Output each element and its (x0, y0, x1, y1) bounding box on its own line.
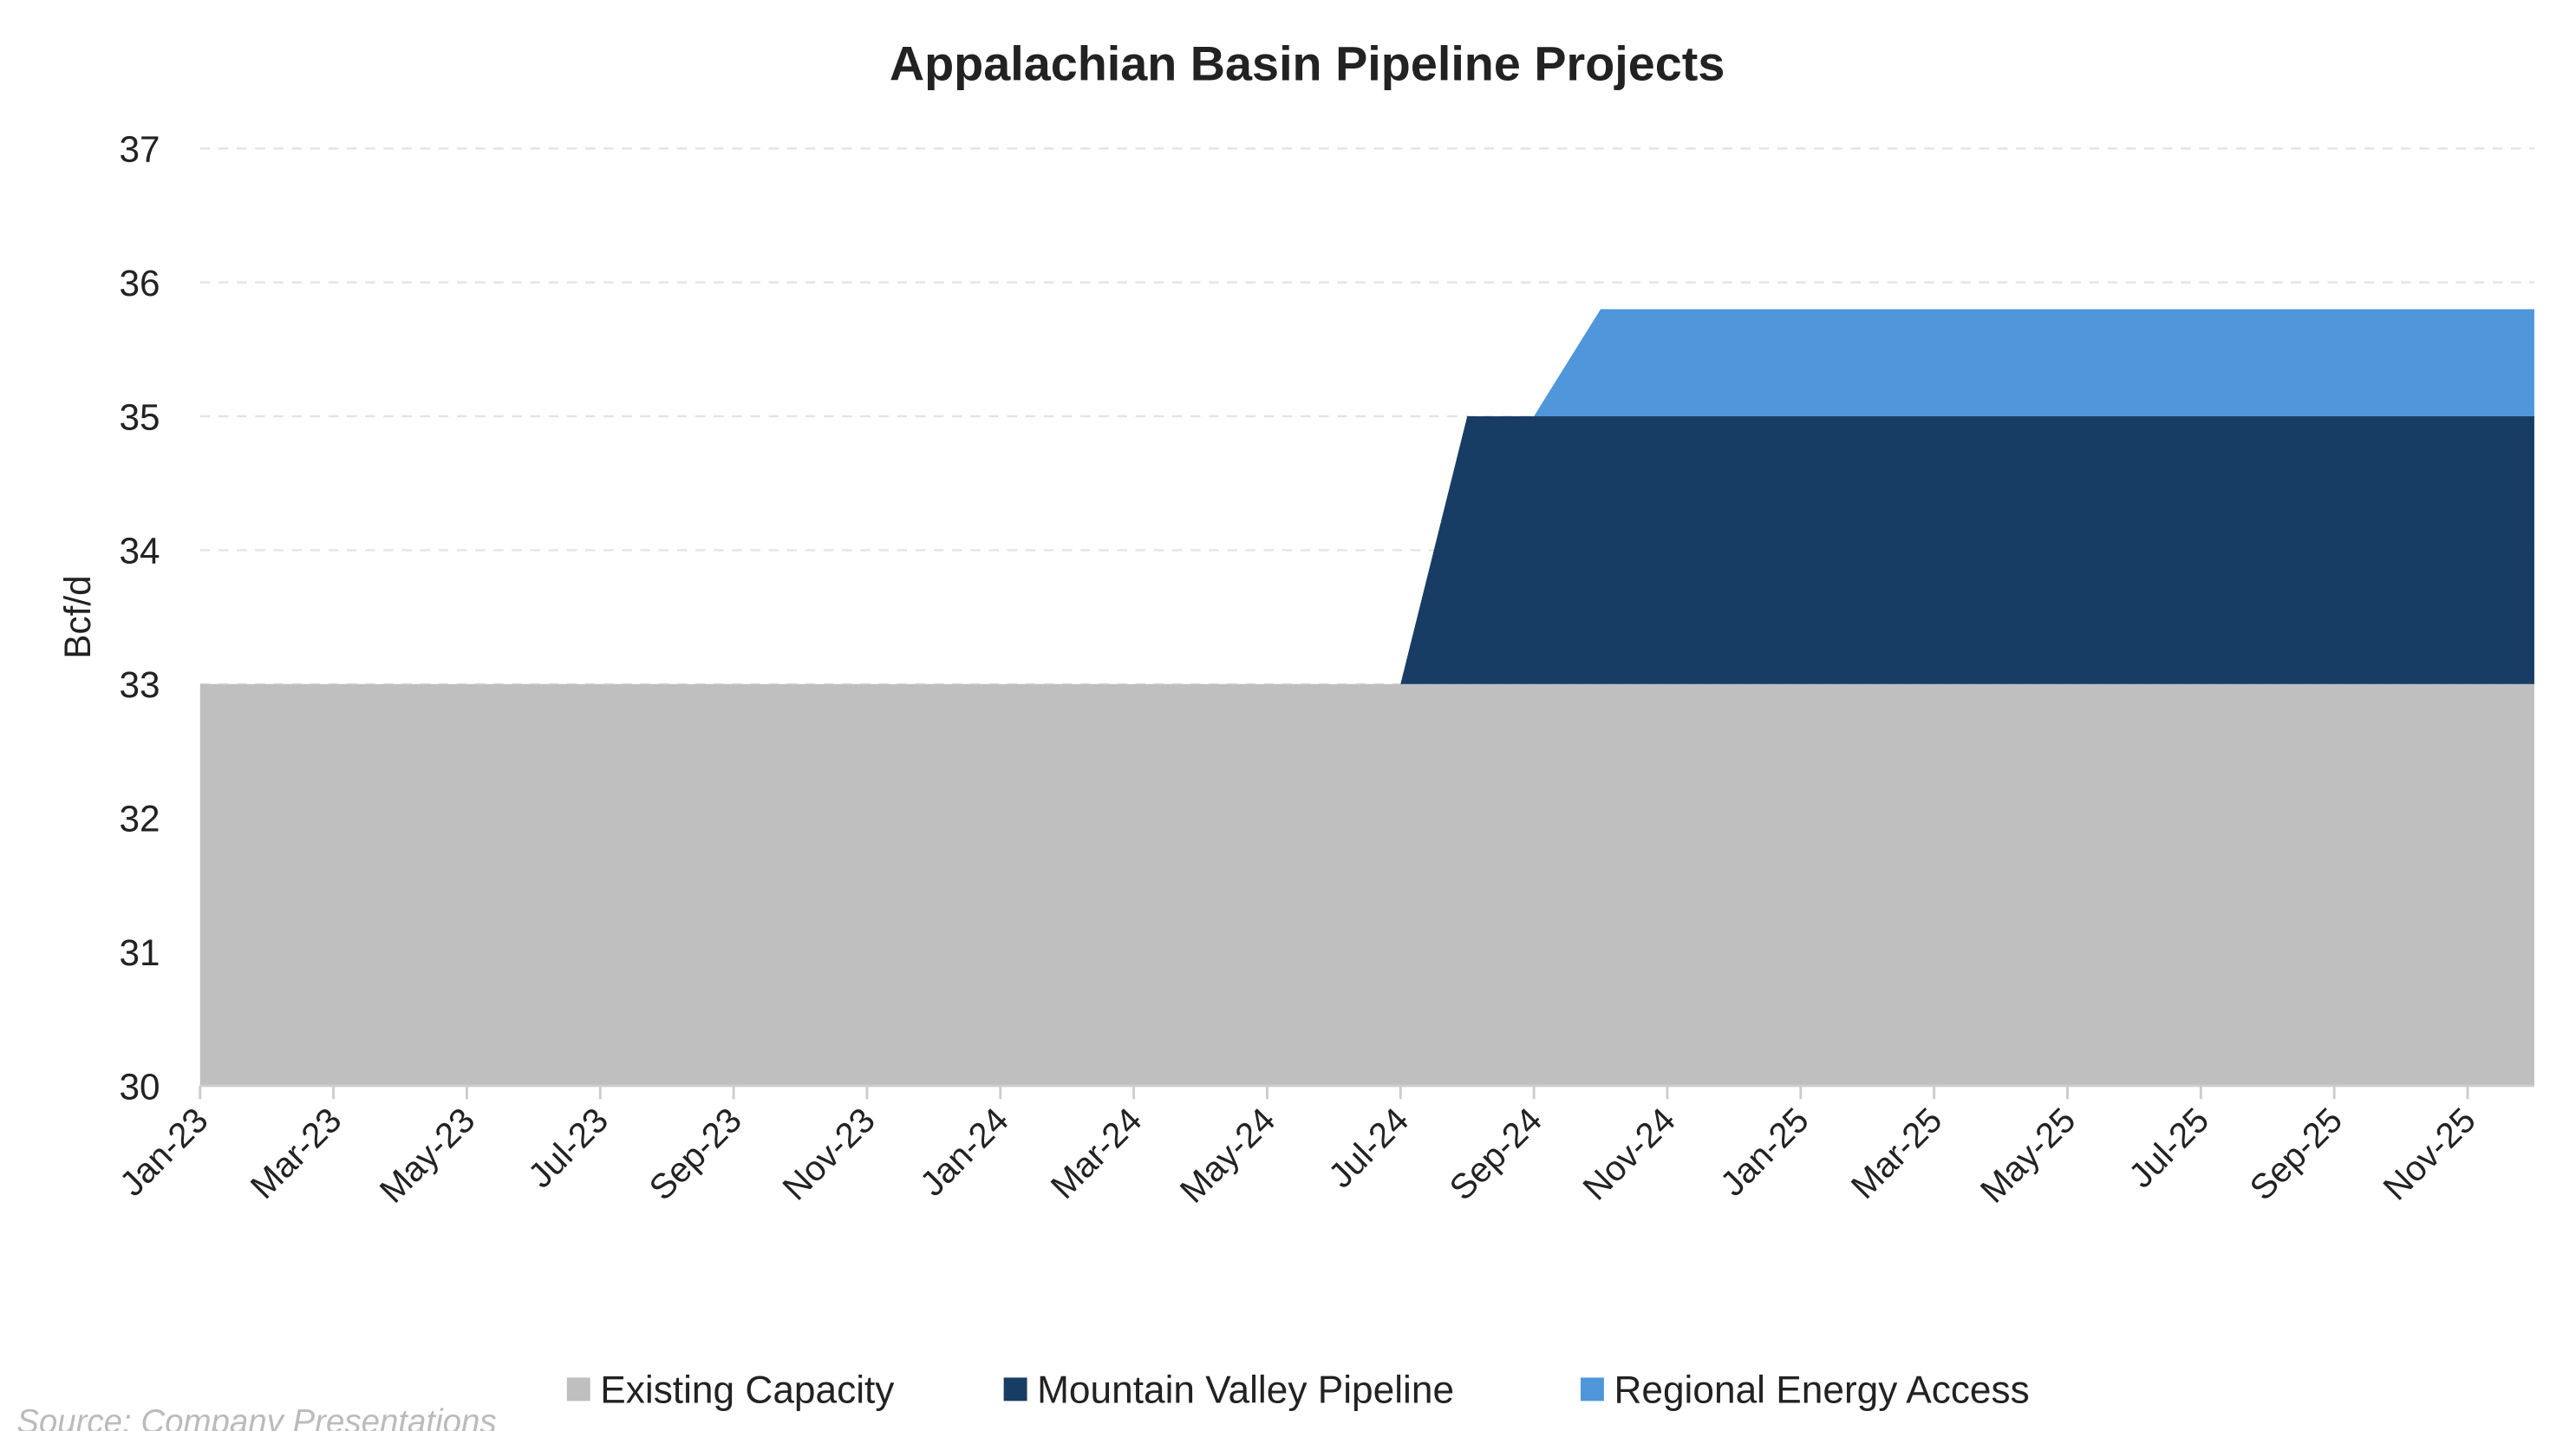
x-tick-label: Jul-25 (2121, 1100, 2216, 1195)
x-tick-label: Jan-23 (112, 1100, 216, 1204)
y-tick-label: 30 (120, 1066, 160, 1107)
x-tick-label: Jan-25 (1712, 1100, 1816, 1204)
legend-swatch (1580, 1377, 1604, 1402)
x-tick-label: Nov-25 (2375, 1100, 2483, 1208)
x-tick-label: May-24 (1172, 1100, 1283, 1211)
x-tick-label: May-23 (372, 1100, 483, 1211)
x-tick-label: Sep-25 (2241, 1100, 2350, 1208)
y-tick-label: 35 (120, 396, 160, 437)
x-tick-label: Nov-24 (1575, 1100, 1683, 1208)
legend-swatch (1003, 1377, 1027, 1402)
y-tick-label: 33 (120, 664, 160, 705)
area (199, 415, 2534, 684)
chart-title: Appalachian Basin Pipeline Projects (890, 36, 1725, 90)
y-axis-label: Bcf/d (57, 575, 98, 658)
legend-label: Mountain Valley Pipeline (1037, 1369, 1454, 1411)
y-tick-label: 32 (120, 799, 160, 840)
x-tick-label: Mar-23 (243, 1100, 349, 1206)
y-tick-label: 37 (120, 129, 160, 170)
x-tick-label: Jul-23 (520, 1100, 616, 1195)
x-tick-label: Jan-24 (912, 1100, 1016, 1204)
area (199, 309, 2534, 684)
x-tick-label: Sep-24 (1441, 1100, 1549, 1208)
x-tick-label: Mar-24 (1043, 1100, 1150, 1206)
x-tick-label: Sep-23 (641, 1100, 749, 1208)
x-tick-label: May-25 (1973, 1100, 2084, 1211)
legend-label: Regional Energy Access (1614, 1369, 2029, 1411)
y-tick-label: 36 (120, 263, 160, 304)
y-tick-label: 34 (120, 531, 160, 572)
x-tick-label: Nov-23 (774, 1100, 883, 1208)
x-tick-label: Jul-24 (1321, 1100, 1416, 1195)
x-tick-label: Mar-25 (1843, 1100, 1950, 1206)
area (199, 683, 2534, 1086)
source-note: Source: Company Presentations (16, 1403, 496, 1431)
legend-label: Existing Capacity (600, 1369, 895, 1411)
y-tick-label: 31 (120, 932, 160, 973)
legend-swatch (566, 1377, 590, 1402)
